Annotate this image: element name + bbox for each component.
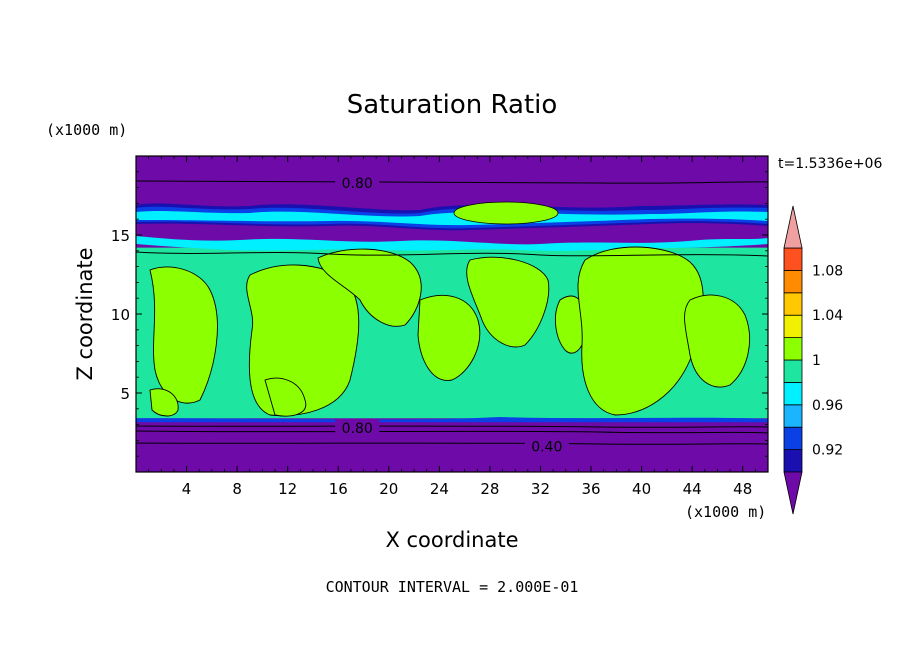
colorbar-swatch [783, 359, 803, 383]
y-unit-label: (x1000 m) [46, 121, 127, 139]
x-tick-label: 20 [379, 480, 398, 498]
field-cloud-patch [417, 294, 481, 381]
field-layer-top [136, 156, 768, 185]
colorbar-label: 0.92 [812, 443, 843, 459]
y-tick-label: 10 [111, 306, 130, 324]
contour-line-lower-2 [136, 430, 768, 434]
x-tick-label: 28 [480, 480, 499, 498]
colorbar-label: 1.08 [812, 263, 843, 279]
colorbar-swatch [783, 292, 803, 316]
x-axis-label: X coordinate [385, 528, 518, 552]
colorbar-label: 1.04 [812, 308, 843, 324]
field-cloud-patch [577, 246, 704, 416]
time-label: t=1.5336e+06 [778, 156, 882, 172]
y-tick-label: 15 [111, 227, 130, 245]
saturation-field: 0.80 0.80 0.40 [136, 156, 768, 472]
y-axis: 5 10 15 [111, 171, 768, 457]
contour-label: 0.80 [342, 421, 373, 437]
colorbar-swatch [783, 314, 803, 339]
x-axis: 4 8 12 16 20 24 28 32 36 40 44 48 [148, 156, 756, 498]
colorbar-swatch [783, 269, 803, 294]
chart-title: Saturation Ratio [347, 90, 558, 120]
contour-line-mid [136, 251, 768, 257]
field-cloud-patch [317, 248, 422, 327]
colorbar-over-triangle [783, 205, 803, 249]
field-layer-top-2 [136, 184, 768, 201]
field-patch-upper [453, 201, 559, 225]
x-unit-label: (x1000 m) [685, 503, 766, 521]
field-cloud-patch [466, 256, 550, 348]
field-layer-mid-purple [136, 224, 768, 244]
contour-label-bg [524, 437, 569, 454]
x-tick-label: 24 [430, 480, 449, 498]
x-tick-label: 8 [232, 480, 242, 498]
colorbar: 0.92 0.96 1 1.04 1.08 [783, 205, 843, 515]
field-cloud-patch [149, 266, 218, 404]
colorbar-under-triangle [783, 471, 803, 515]
field-layer-upper-cyan [136, 211, 768, 226]
field-cloud-patch [149, 388, 179, 417]
field-layer-bottom [136, 422, 768, 472]
contour-label-bg [335, 173, 380, 190]
colorbar-swatch [783, 247, 803, 271]
y-tick-label: 5 [120, 385, 130, 403]
x-tick-label: 12 [278, 480, 297, 498]
x-tick-label: 44 [683, 480, 702, 498]
contour-label: 0.40 [531, 440, 562, 456]
x-tick-label: 16 [329, 480, 348, 498]
x-tick-label: 4 [182, 480, 192, 498]
contour-line-lower-1 [136, 425, 768, 428]
colorbar-swatch [783, 404, 803, 428]
x-tick-label: 40 [632, 480, 651, 498]
contour-interval-note: CONTOUR INTERVAL = 2.000E-01 [326, 578, 579, 596]
colorbar-label: 1 [812, 353, 821, 369]
field-stripe-cyan [136, 236, 768, 251]
y-axis-label: Z coordinate [73, 247, 97, 380]
colorbar-swatch [783, 426, 803, 451]
field-cloud-patch [684, 294, 751, 388]
colorbar-swatch [783, 381, 803, 406]
contour-label-bg [335, 418, 380, 435]
field-cloud-patch [264, 377, 307, 417]
colorbar-label: 0.96 [812, 398, 843, 414]
x-tick-label: 36 [581, 480, 600, 498]
contour-label: 0.80 [342, 176, 373, 192]
contour-line-upper [136, 180, 768, 184]
x-tick-label: 32 [531, 480, 550, 498]
x-tick-label: 48 [733, 480, 752, 498]
colorbar-swatch [783, 449, 803, 473]
colorbar-swatch [783, 337, 803, 361]
